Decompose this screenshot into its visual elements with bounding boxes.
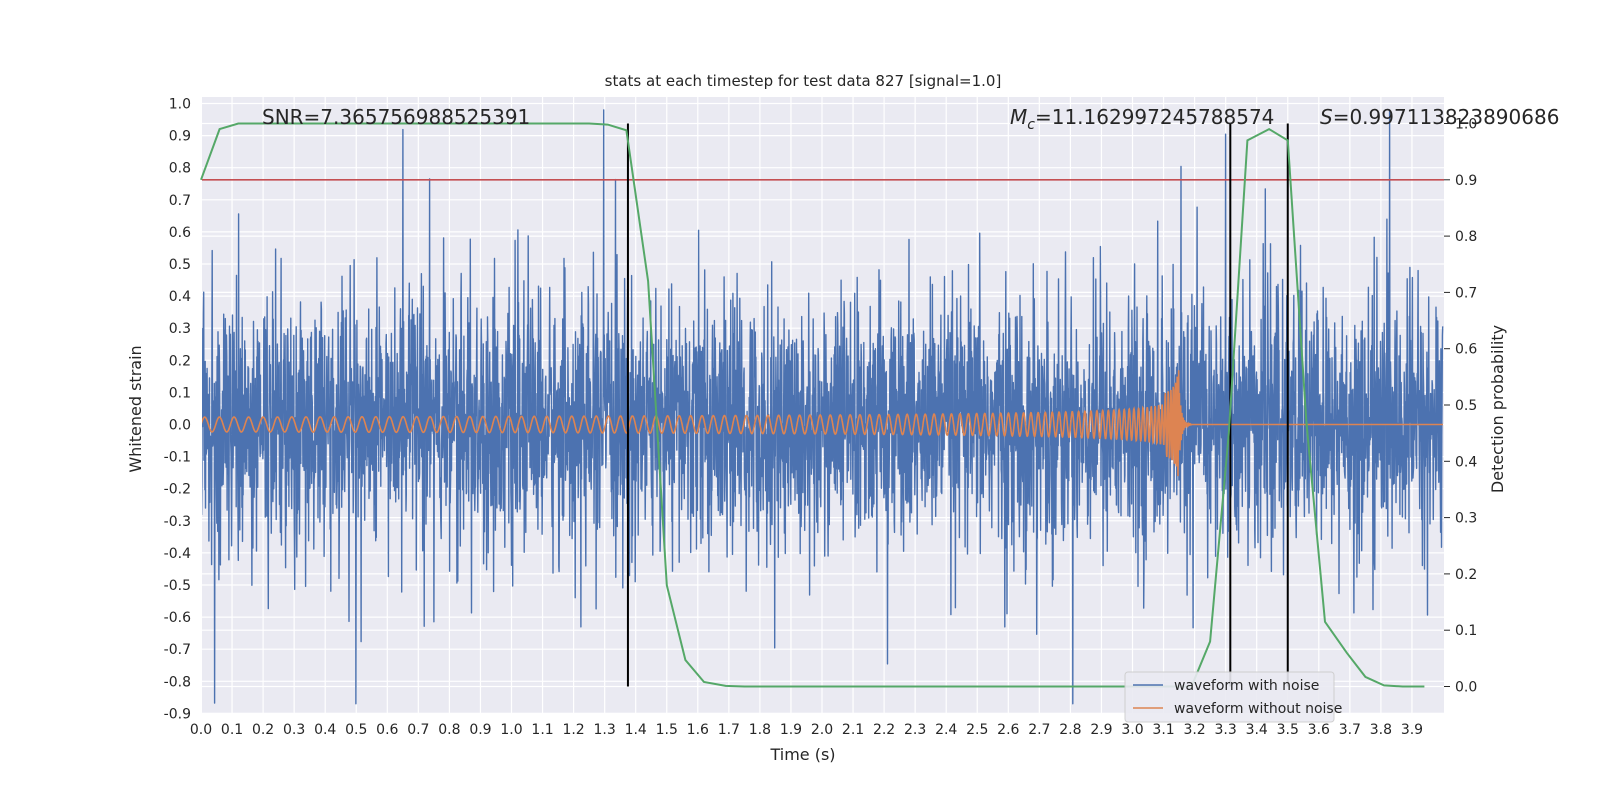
x-tick-label: 3.7	[1339, 722, 1361, 738]
y-tick-label: -0.2	[164, 482, 191, 498]
y-tick-label: 0.5	[169, 257, 191, 273]
y2-tick-label: 1.0	[1455, 117, 1477, 133]
x-tick-label: 3.8	[1370, 722, 1392, 738]
legend-box	[1124, 671, 1335, 723]
x-tick-label: 1.6	[687, 722, 709, 738]
y2-tick-label: 0.3	[1455, 511, 1477, 527]
x-tick-label: 1.9	[780, 722, 802, 738]
x-tick-label: 3.1	[1152, 722, 1174, 738]
x-axis-label: Time (s)	[769, 745, 835, 764]
x-tick-label: 1.0	[500, 722, 522, 738]
s-symbol: S	[1320, 105, 1333, 129]
y-axis: -0.9 -0.8 -0.7 -0.6 -0.5 -0.4 -0.3 -0.2 -0.1 0.0 0…	[164, 97, 191, 723]
y-tick-label: 0.6	[169, 225, 191, 241]
x-tick-label: 0.4	[314, 722, 336, 738]
y-tick-label: -0.8	[164, 674, 191, 690]
legend-label-noise: waveform with noise	[1174, 678, 1319, 694]
x-tick-label: 2.4	[935, 722, 957, 738]
x-tick-label: 0.1	[221, 722, 243, 738]
legend-label-clean: waveform without noise	[1174, 701, 1342, 717]
x-tick-label: 3.4	[1246, 722, 1268, 738]
x-tick-label: 0.6	[376, 722, 398, 738]
mc-symbol: M	[1010, 105, 1027, 129]
x-tick-label: 1.2	[562, 722, 584, 738]
y-tick-label: 0.1	[169, 385, 191, 401]
y-tick-label: -0.9	[164, 706, 191, 722]
x-tick-label: 1.1	[531, 722, 553, 738]
x-tick-label: 0.5	[345, 722, 367, 738]
x-tick-label: 1.7	[718, 722, 740, 738]
x-tick-label: 0.0	[190, 722, 212, 738]
y-tick-label: 0.7	[169, 193, 191, 209]
series-layer	[202, 109, 1444, 705]
y2-tick-label: 0.7	[1455, 285, 1477, 301]
x-tick-label: 2.6	[997, 722, 1019, 738]
x-tick-label: 0.2	[252, 722, 274, 738]
x-tick-label: 1.4	[625, 722, 647, 738]
x-tick-label: 0.9	[469, 722, 491, 738]
x-tick-label: 2.5	[966, 722, 988, 738]
y-tick-label: 0.0	[169, 418, 191, 434]
y-tick-label: -0.3	[164, 514, 191, 530]
y-axis-label: Whitened strain	[126, 345, 145, 472]
y2-tick-label: 0.5	[1455, 398, 1477, 414]
y-tick-label: -0.6	[164, 610, 191, 626]
y2-tick-label: 0.1	[1455, 623, 1477, 639]
x-tick-label: 0.7	[407, 722, 429, 738]
chart-title: stats at each timestep for test data 827…	[605, 72, 1002, 90]
y-tick-label: 1.0	[169, 97, 191, 113]
s-value: =0.997113823890686	[1333, 105, 1560, 129]
x-tick-label: 3.0	[1121, 722, 1143, 738]
y-tick-label: -0.7	[164, 642, 191, 658]
legend: waveform with noise waveform without noi…	[1124, 671, 1342, 723]
s-annotation: S=0.997113823890686	[1320, 105, 1559, 129]
y-tick-label: 0.3	[169, 321, 191, 337]
series-detection-probability	[200, 122, 1425, 688]
x-tick-label: 3.5	[1277, 722, 1299, 738]
x-tick-label: 2.9	[1090, 722, 1112, 738]
mc-value: =11.162997245788574	[1035, 105, 1274, 129]
y-tick-label: -0.5	[164, 578, 191, 594]
y-tick-label: -0.1	[164, 450, 191, 466]
snr-annotation: SNR=7.365756988525391	[262, 105, 530, 129]
x-tick-label: 1.8	[749, 722, 771, 738]
x-tick-label: 2.8	[1059, 722, 1081, 738]
y2-axis-label: Detection probability	[1488, 325, 1507, 493]
y2-axis: 0.0 0.1 0.2 0.3 0.4 0.5 0.6 0.7 0.8 0.9 1.0	[1444, 117, 1477, 696]
x-tick-label: 2.3	[904, 722, 926, 738]
y2-tick-label: 0.8	[1455, 229, 1477, 245]
series-waveform-with-noise	[202, 109, 1444, 705]
mc-subscript: c	[1027, 117, 1035, 133]
x-tick-label: 2.2	[873, 722, 895, 738]
x-tick-label: 0.8	[438, 722, 460, 738]
x-tick-label: 3.6	[1308, 722, 1330, 738]
chirp-mass-annotation: Mc=11.162997245788574	[1010, 105, 1274, 133]
x-tick-label: 1.3	[594, 722, 616, 738]
x-tick-label: 3.2	[1183, 722, 1205, 738]
y2-tick-label: 0.0	[1455, 680, 1477, 696]
y2-tick-label: 0.9	[1455, 173, 1477, 189]
x-tick-label: 0.3	[283, 722, 305, 738]
y2-tick-label: 0.2	[1455, 567, 1477, 583]
y-tick-label: 0.4	[169, 289, 191, 305]
x-tick-label: 2.0	[811, 722, 833, 738]
y-tick-label: 0.2	[169, 353, 191, 369]
x-tick-label: 3.3	[1215, 722, 1237, 738]
overlay-layer	[200, 122, 1444, 688]
series-waveform-without-noise	[202, 370, 1443, 477]
x-tick-label: 1.5	[656, 722, 678, 738]
y-tick-label: 0.8	[169, 161, 191, 177]
y-tick-label: 0.9	[169, 129, 191, 145]
x-tick-label: 2.1	[842, 722, 864, 738]
x-axis: 0.0 0.1 0.2 0.3 0.4 0.5 0.6 0.7 0.8 0.9 1.0 1.1 1.2 1…	[190, 722, 1423, 738]
y2-tick-label: 0.6	[1455, 342, 1477, 358]
x-tick-label: 2.7	[1028, 722, 1050, 738]
x-tick-label: 3.9	[1401, 722, 1423, 738]
y2-tick-label: 0.4	[1455, 454, 1477, 470]
y-tick-label: -0.4	[164, 546, 191, 562]
